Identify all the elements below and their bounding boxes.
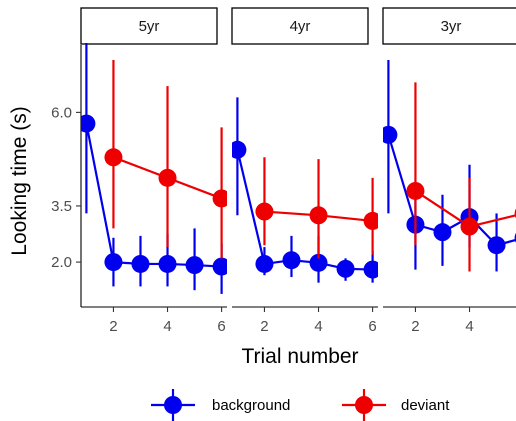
data-point: [232, 140, 247, 159]
series-background: [81, 43, 227, 294]
data-point: [158, 254, 177, 273]
data-point: [336, 259, 355, 278]
data-point: [131, 254, 150, 273]
data-point: [104, 253, 123, 272]
data-point: [282, 251, 301, 270]
x-tick-label: 2: [411, 318, 419, 335]
data-point: [363, 260, 378, 279]
legend-item-background: background: [151, 389, 290, 421]
strip-box: [231, 7, 369, 45]
data-point: [104, 148, 123, 167]
series-background: [232, 97, 378, 283]
series-background: [383, 59, 516, 272]
y-tick-label: 2.0: [51, 254, 72, 271]
data-point: [212, 189, 227, 208]
x-tick-label: 6: [368, 318, 376, 335]
data-point: [185, 256, 204, 275]
strip-label: 4yr: [290, 18, 311, 35]
x-tick-label: 4: [465, 318, 473, 335]
series-deviant: [255, 157, 378, 259]
legend: background deviant: [151, 389, 450, 421]
series-deviant: [104, 59, 227, 259]
x-tick-label: 4: [314, 318, 322, 335]
x-tick-label: 4: [163, 318, 171, 335]
panel-4yr: 4yr 2 4 6: [231, 7, 378, 335]
data-point: [487, 236, 506, 255]
series-line: [85, 123, 222, 268]
strip-box: [80, 7, 218, 45]
series-deviant: [406, 82, 516, 272]
x-axis-title: Trial number: [241, 345, 358, 368]
data-point: [383, 125, 398, 144]
strip-label: 5yr: [139, 18, 160, 35]
panel-3yr: 3yr246: [382, 7, 516, 335]
y-axis-title: Looking time (s): [8, 106, 31, 255]
y-tick-label: 6.0: [51, 104, 72, 121]
data-point: [433, 223, 452, 242]
strip-label: 3yr: [441, 18, 462, 35]
data-point: [460, 217, 479, 236]
data-point: [309, 206, 328, 225]
legend-item-deviant: deviant: [342, 389, 450, 421]
facet-panels: 5yr2464yr2463yr246: [80, 7, 516, 335]
y-ticks: 2.0 3.5 6.0: [51, 104, 81, 271]
y-tick-label: 3.5: [51, 198, 72, 215]
data-point: [363, 211, 378, 230]
data-point: [158, 168, 177, 187]
legend-marker: [355, 396, 373, 414]
plot-area: [383, 59, 516, 272]
panel-5yr: 5yr 2 4 6: [80, 7, 227, 335]
legend-label: background: [212, 397, 290, 414]
strip-box: [382, 7, 516, 45]
legend-marker: [164, 396, 182, 414]
y-axis: 2.0 3.5 6.0 Looking time (s): [8, 45, 82, 307]
data-point: [406, 181, 425, 200]
plot-area: [81, 43, 227, 294]
plot-area: [232, 97, 378, 283]
x-tick-label: 2: [109, 318, 117, 335]
data-point: [81, 114, 96, 133]
data-point: [255, 202, 274, 221]
data-point: [255, 254, 274, 273]
data-point: [309, 253, 328, 272]
legend-label: deviant: [401, 397, 450, 414]
x-tick-label: 6: [217, 318, 225, 335]
data-point: [212, 257, 227, 276]
x-tick-label: 2: [260, 318, 268, 335]
